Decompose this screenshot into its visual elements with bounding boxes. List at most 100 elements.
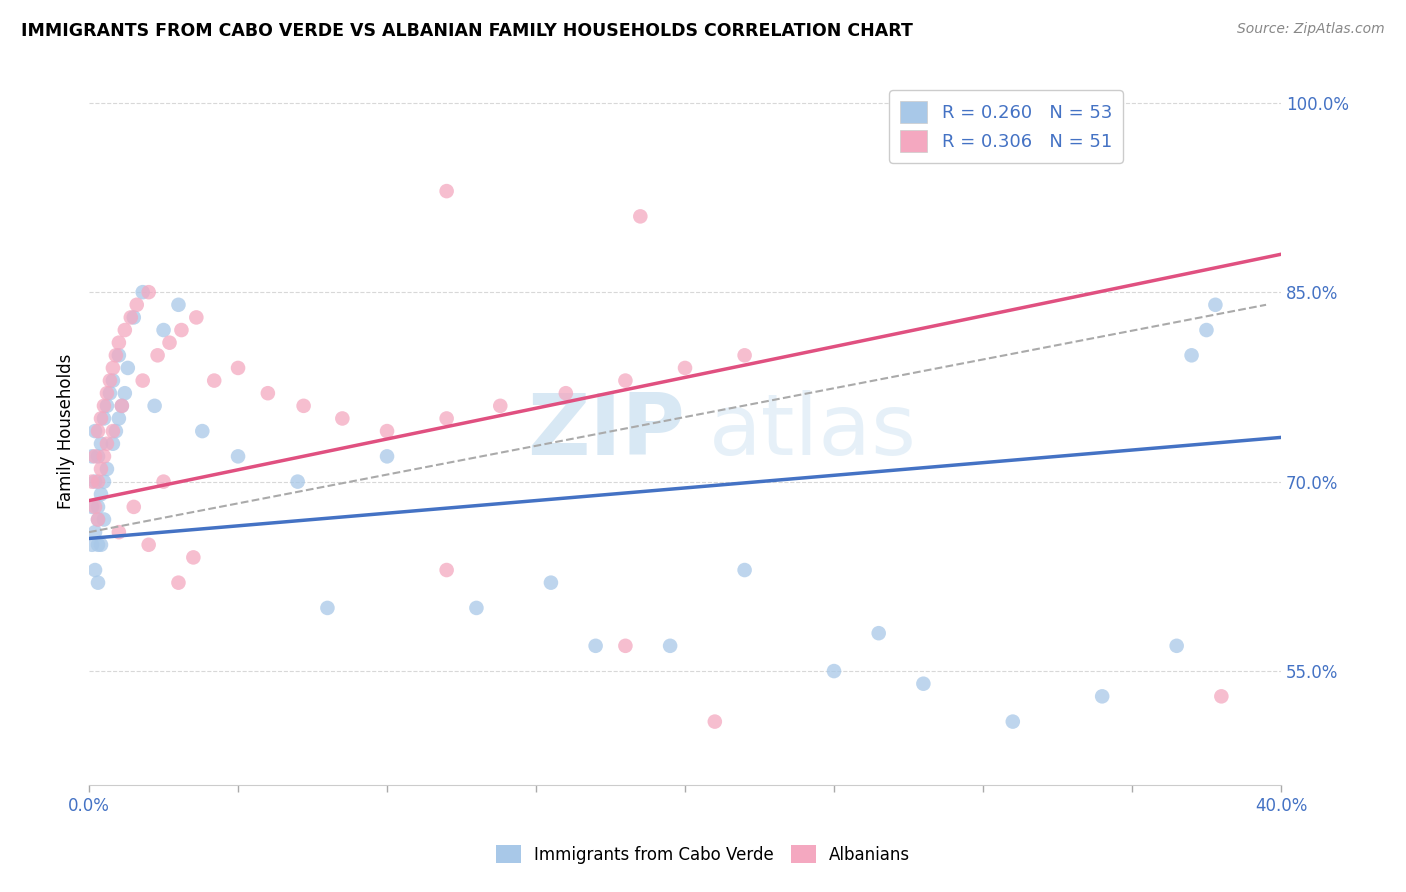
Point: [96, 462, 118, 476]
Point: [183, 550, 205, 565]
Point: [868, 626, 890, 640]
Point: [87, 500, 110, 514]
Point: [673, 360, 696, 375]
Point: [87, 450, 110, 464]
Point: [226, 450, 249, 464]
Text: atlas: atlas: [709, 390, 917, 473]
Point: [436, 184, 458, 198]
Point: [108, 335, 131, 350]
Point: [375, 424, 398, 438]
Point: [465, 601, 488, 615]
Point: [96, 399, 118, 413]
Point: [111, 399, 134, 413]
Point: [101, 374, 124, 388]
Point: [87, 538, 110, 552]
Point: [87, 512, 110, 526]
Point: [554, 386, 576, 401]
Point: [257, 386, 280, 401]
Point: [96, 436, 118, 450]
Point: [101, 360, 124, 375]
Point: [1166, 639, 1188, 653]
Text: ZIP: ZIP: [527, 390, 685, 473]
Point: [93, 399, 115, 413]
Point: [114, 323, 136, 337]
Point: [104, 348, 127, 362]
Point: [84, 450, 107, 464]
Point: [84, 500, 107, 514]
Point: [93, 450, 115, 464]
Point: [93, 512, 115, 526]
Point: [80, 500, 103, 514]
Point: [90, 538, 112, 552]
Point: [90, 436, 112, 450]
Legend: R = 0.260   N = 53, R = 0.306   N = 51: R = 0.260 N = 53, R = 0.306 N = 51: [890, 90, 1123, 163]
Point: [489, 399, 512, 413]
Point: [87, 512, 110, 526]
Point: [96, 386, 118, 401]
Point: [111, 399, 134, 413]
Point: [114, 386, 136, 401]
Point: [98, 374, 121, 388]
Point: [1211, 690, 1233, 704]
Point: [131, 374, 153, 388]
Point: [734, 348, 756, 362]
Point: [143, 399, 166, 413]
Point: [1091, 690, 1114, 704]
Point: [316, 601, 339, 615]
Point: [80, 538, 103, 552]
Point: [1001, 714, 1024, 729]
Point: [80, 450, 103, 464]
Point: [540, 575, 562, 590]
Point: [87, 475, 110, 489]
Point: [330, 411, 353, 425]
Point: [703, 714, 725, 729]
Point: [191, 424, 214, 438]
Point: [108, 525, 131, 540]
Point: [108, 411, 131, 425]
Point: [823, 664, 845, 678]
Point: [628, 210, 651, 224]
Y-axis label: Family Households: Family Households: [58, 353, 75, 508]
Point: [84, 525, 107, 540]
Point: [170, 323, 193, 337]
Text: Source: ZipAtlas.com: Source: ZipAtlas.com: [1237, 22, 1385, 37]
Point: [292, 399, 315, 413]
Point: [287, 475, 309, 489]
Point: [734, 563, 756, 577]
Point: [1204, 298, 1226, 312]
Point: [912, 676, 935, 690]
Point: [167, 575, 190, 590]
Point: [375, 450, 398, 464]
Point: [152, 323, 174, 337]
Point: [131, 285, 153, 300]
Point: [159, 335, 181, 350]
Point: [138, 538, 160, 552]
Point: [152, 475, 174, 489]
Point: [614, 374, 637, 388]
Point: [108, 348, 131, 362]
Point: [90, 411, 112, 425]
Point: [146, 348, 169, 362]
Point: [98, 386, 121, 401]
Point: [87, 575, 110, 590]
Point: [90, 487, 112, 501]
Point: [125, 298, 148, 312]
Point: [167, 298, 190, 312]
Point: [90, 462, 112, 476]
Point: [93, 411, 115, 425]
Point: [614, 639, 637, 653]
Point: [101, 424, 124, 438]
Point: [84, 563, 107, 577]
Point: [80, 475, 103, 489]
Point: [138, 285, 160, 300]
Point: [1180, 348, 1202, 362]
Point: [122, 500, 145, 514]
Legend: Immigrants from Cabo Verde, Albanians: Immigrants from Cabo Verde, Albanians: [489, 838, 917, 871]
Point: [117, 360, 139, 375]
Point: [101, 436, 124, 450]
Point: [436, 411, 458, 425]
Point: [436, 563, 458, 577]
Point: [1195, 323, 1218, 337]
Point: [120, 310, 142, 325]
Point: [104, 424, 127, 438]
